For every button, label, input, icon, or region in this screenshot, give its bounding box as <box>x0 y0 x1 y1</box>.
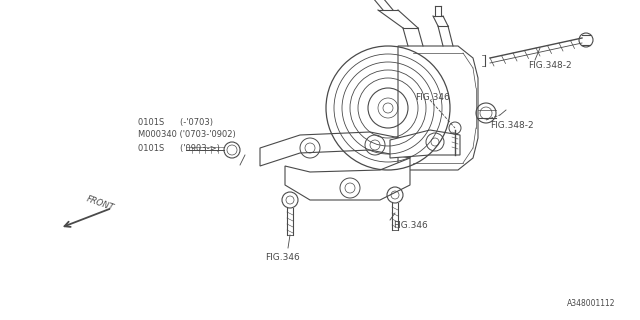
Text: 0101S      ('0903->): 0101S ('0903->) <box>138 143 220 153</box>
Polygon shape <box>260 132 410 166</box>
Text: 0101S      (-'0703): 0101S (-'0703) <box>138 117 213 126</box>
Text: FIG.346: FIG.346 <box>415 92 450 101</box>
Text: M000340 ('0703-'0902): M000340 ('0703-'0902) <box>138 131 236 140</box>
Polygon shape <box>398 46 478 170</box>
Text: A348001112: A348001112 <box>566 299 615 308</box>
Text: FRONT: FRONT <box>85 195 115 213</box>
Text: FIG.346: FIG.346 <box>393 220 428 229</box>
Text: FIG.348-2: FIG.348-2 <box>528 61 572 70</box>
Text: FIG.346: FIG.346 <box>265 253 300 262</box>
Text: FIG.348-2: FIG.348-2 <box>490 121 534 130</box>
Polygon shape <box>390 130 460 158</box>
Polygon shape <box>285 158 410 200</box>
